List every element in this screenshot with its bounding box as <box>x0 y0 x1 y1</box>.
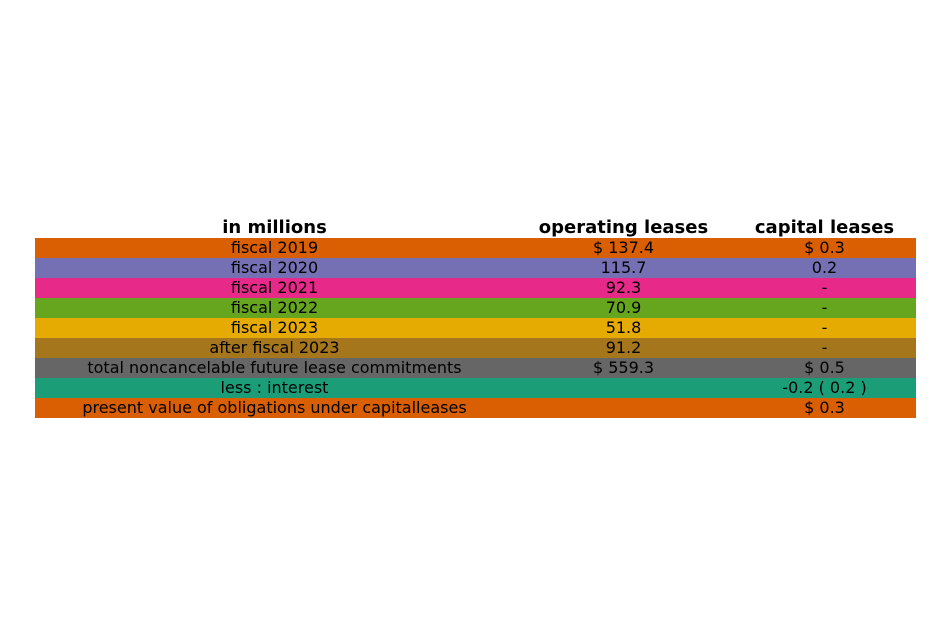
table-row: fiscal 2022 70.9 - <box>35 298 916 318</box>
capital-leases-cell: $ 0.3 <box>804 398 845 417</box>
row-label-cell: less : interest <box>220 378 329 397</box>
table-row: present value of obligations under capit… <box>35 398 916 418</box>
capital-leases-cell: $ 0.5 <box>804 358 845 377</box>
operating-leases-cell: 91.2 <box>605 338 642 357</box>
capital-leases-cell: $ 0.3 <box>804 238 845 257</box>
row-label-cell: fiscal 2023 <box>230 318 319 337</box>
capital-leases-cell: - <box>821 298 828 317</box>
row-label-cell: fiscal 2022 <box>230 298 319 317</box>
operating-leases-cell: 70.9 <box>605 298 642 317</box>
table-row: fiscal 2020 115.7 0.2 <box>35 258 916 278</box>
column-header-operating-leases: operating leases <box>538 217 709 238</box>
row-label-cell: fiscal 2021 <box>230 278 319 297</box>
operating-leases-cell: 51.8 <box>605 318 642 337</box>
capital-leases-cell: -0.2 ( 0.2 ) <box>782 378 867 397</box>
operating-leases-cell: $ 559.3 <box>592 358 655 377</box>
capital-leases-cell: - <box>821 338 828 357</box>
table-row: fiscal 2019 $ 137.4 $ 0.3 <box>35 238 916 258</box>
table-row: fiscal 2023 51.8 - <box>35 318 916 338</box>
capital-leases-cell: - <box>821 278 828 297</box>
header-row: in millions operating leases capital lea… <box>35 217 916 238</box>
row-label-cell: fiscal 2020 <box>230 258 319 277</box>
operating-leases-cell: $ 137.4 <box>592 238 655 257</box>
table-row: less : interest -0.2 ( 0.2 ) <box>35 378 916 398</box>
table-row: after fiscal 2023 91.2 - <box>35 338 916 358</box>
column-header-in-millions: in millions <box>222 217 327 238</box>
table-body: fiscal 2019 $ 137.4 $ 0.3 fiscal 2020 115.7 0… <box>35 238 916 418</box>
row-label-cell: fiscal 2019 <box>230 238 319 257</box>
row-label-cell: present value of obligations under capit… <box>82 398 467 417</box>
capital-leases-cell: - <box>821 318 828 337</box>
table-row: fiscal 2021 92.3 - <box>35 278 916 298</box>
row-label-cell: total noncancelable future lease commitm… <box>87 358 462 377</box>
column-header-capital-leases: capital leases <box>754 217 895 238</box>
operating-leases-cell: 92.3 <box>605 278 642 297</box>
lease-table: in millions operating leases capital lea… <box>35 217 916 418</box>
operating-leases-cell: 115.7 <box>600 258 647 277</box>
capital-leases-cell: 0.2 <box>811 258 838 277</box>
row-label-cell: after fiscal 2023 <box>209 338 340 357</box>
table-row: total noncancelable future lease commitm… <box>35 358 916 378</box>
